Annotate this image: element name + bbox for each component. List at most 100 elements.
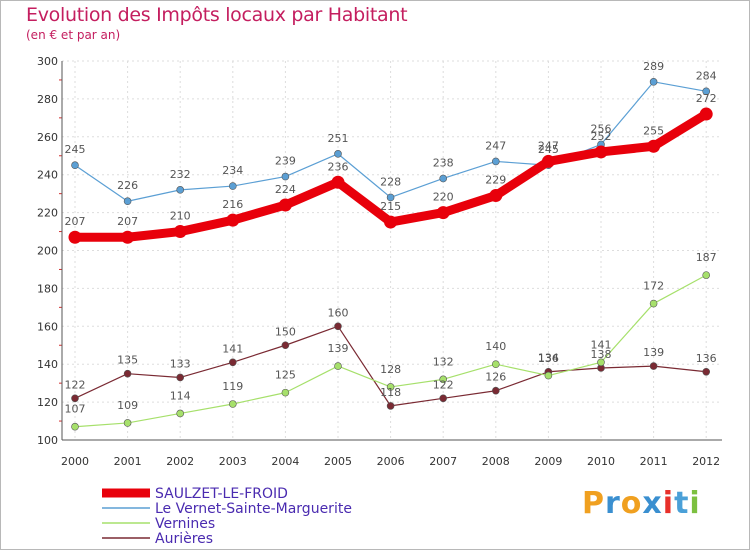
data-label-1: 247 <box>485 139 506 152</box>
data-point-3 <box>386 402 395 410</box>
data-point-3 <box>71 394 79 403</box>
series-lines <box>68 78 713 431</box>
data-point-1 <box>491 157 500 166</box>
data-point-0 <box>331 175 345 189</box>
data-point-3 <box>229 358 237 367</box>
data-point-0 <box>489 189 503 203</box>
data-label-2: 114 <box>170 389 191 402</box>
y-tick-label: 140 <box>37 358 58 371</box>
logo-letter: x <box>642 486 663 521</box>
data-label-2: 132 <box>433 355 454 368</box>
x-tick-label: 2004 <box>271 455 299 468</box>
data-point-2 <box>649 299 658 308</box>
data-point-0 <box>594 145 608 159</box>
data-label-2: 109 <box>117 399 138 412</box>
data-label-0: 255 <box>643 124 664 137</box>
data-point-2 <box>123 419 132 427</box>
legend-label-2: Vernines <box>155 516 215 532</box>
logo-letter: r <box>605 486 621 521</box>
data-label-2: 187 <box>696 251 717 264</box>
data-point-3 <box>123 369 132 378</box>
data-label-0: 220 <box>433 191 454 204</box>
y-tick-label: 120 <box>37 396 58 409</box>
data-point-2 <box>491 360 500 369</box>
data-point-1 <box>439 174 448 183</box>
data-label-1: 245 <box>538 143 559 156</box>
data-point-0 <box>68 230 82 244</box>
proxiti-logo: Proxiti <box>582 486 701 521</box>
logo-letter: P <box>582 486 605 521</box>
x-tick-label: 2011 <box>640 455 668 468</box>
data-point-2 <box>702 271 711 279</box>
x-tick-label: 2012 <box>692 455 720 468</box>
data-point-1 <box>649 78 658 86</box>
data-label-3: 141 <box>222 342 243 355</box>
data-label-0: 224 <box>275 183 296 196</box>
logo-letter: o <box>620 486 643 521</box>
logo-letter: t <box>674 486 690 521</box>
data-label-2: 125 <box>275 369 296 382</box>
logo-letter: i <box>689 486 701 521</box>
data-label-1: 238 <box>433 156 454 169</box>
data-point-2 <box>176 409 184 418</box>
data-label-0: 236 <box>328 160 349 173</box>
data-label-1: 284 <box>696 69 717 82</box>
data-point-1 <box>229 182 237 190</box>
data-label-0: 207 <box>117 215 138 228</box>
x-tick-label: 2003 <box>219 455 247 468</box>
y-tick-label: 180 <box>37 282 58 295</box>
data-point-0 <box>226 213 240 227</box>
data-label-1: 239 <box>275 155 296 168</box>
data-label-0: 229 <box>485 174 506 187</box>
data-point-2 <box>439 375 448 384</box>
data-label-2: 128 <box>380 363 401 376</box>
x-tick-label: 2008 <box>482 455 510 468</box>
legend-label-1: Le Vernet-Sainte-Marguerite <box>155 501 352 517</box>
data-label-1: 256 <box>591 122 612 135</box>
data-label-0: 216 <box>222 198 243 211</box>
data-label-2: 141 <box>591 338 612 351</box>
data-point-1 <box>334 150 342 158</box>
data-label-1: 245 <box>65 143 86 156</box>
data-point-2 <box>597 358 605 367</box>
data-point-0 <box>436 206 450 220</box>
data-point-3 <box>334 322 342 331</box>
data-point-2 <box>334 362 342 370</box>
x-tick-label: 2006 <box>377 455 405 468</box>
data-point-3 <box>439 394 448 403</box>
data-label-1: 226 <box>117 179 138 192</box>
legend-label-3: Aurières <box>155 531 213 547</box>
data-label-1: 251 <box>328 132 349 145</box>
data-point-1 <box>386 193 395 202</box>
data-point-2 <box>544 371 553 380</box>
data-label-0: 215 <box>380 200 401 213</box>
data-label-2: 140 <box>485 340 506 353</box>
data-label-2: 119 <box>222 380 243 393</box>
data-point-2 <box>386 383 395 391</box>
data-label-3: 136 <box>696 352 717 365</box>
y-tick-label: 280 <box>37 93 58 106</box>
x-tick-label: 2009 <box>534 455 562 468</box>
data-label-0: 247 <box>538 139 559 152</box>
data-point-1 <box>176 186 184 194</box>
y-tick-label: 260 <box>37 131 58 144</box>
y-tick-label: 300 <box>37 55 58 68</box>
data-label-3: 160 <box>328 306 349 319</box>
data-label-0: 207 <box>65 215 86 228</box>
data-point-3 <box>281 341 290 350</box>
y-tick-label: 160 <box>37 320 58 333</box>
data-point-2 <box>281 388 290 397</box>
y-tick-label: 220 <box>37 207 58 220</box>
data-label-1: 228 <box>380 175 401 188</box>
data-point-3 <box>491 386 500 395</box>
x-tick-label: 2007 <box>429 455 457 468</box>
data-point-0 <box>699 107 713 121</box>
data-label-3: 136 <box>538 352 559 365</box>
data-point-0 <box>121 230 135 244</box>
y-tick-label: 100 <box>37 434 58 447</box>
data-label-3: 150 <box>275 325 296 338</box>
data-label-1: 232 <box>170 168 191 181</box>
data-label-2: 172 <box>643 280 664 293</box>
